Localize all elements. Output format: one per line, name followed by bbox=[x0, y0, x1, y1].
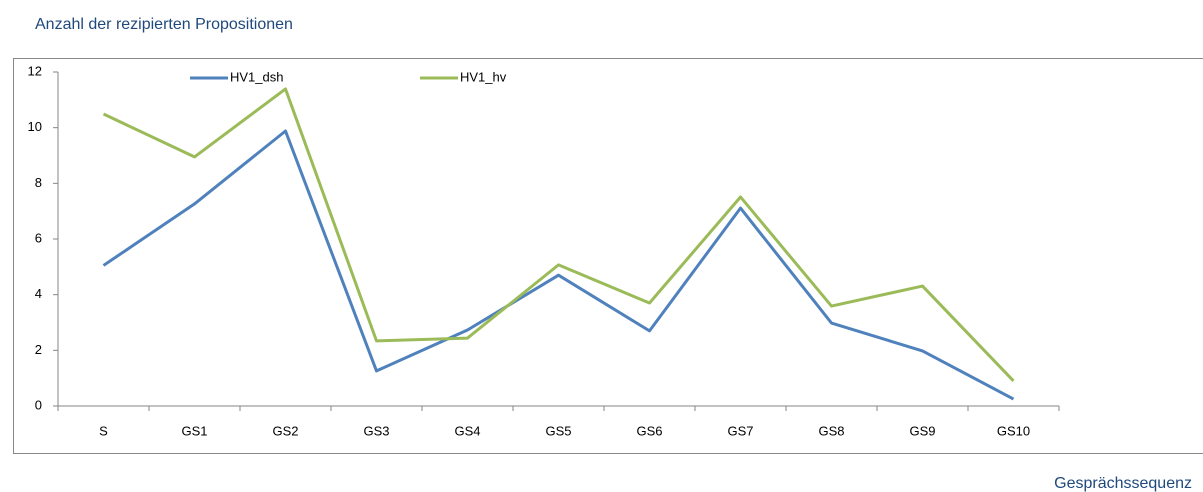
x-tick-label: GS10 bbox=[997, 423, 1030, 438]
x-tick-label: GS2 bbox=[272, 423, 298, 438]
x-tick-label: GS9 bbox=[909, 423, 935, 438]
series-line bbox=[102, 87, 1015, 382]
x-tick-label: GS5 bbox=[545, 423, 571, 438]
chart-border bbox=[13, 58, 1203, 454]
x-tick-label: S bbox=[99, 423, 108, 438]
y-tick-label: 10 bbox=[28, 119, 42, 134]
y-tick-label: 12 bbox=[28, 63, 42, 78]
x-tick-label: GS4 bbox=[454, 423, 480, 438]
x-tick-label: GS8 bbox=[818, 423, 844, 438]
x-tick-label: GS3 bbox=[363, 423, 389, 438]
y-tick-label: 2 bbox=[35, 342, 42, 357]
legend-label: HV1_dsh bbox=[230, 69, 283, 84]
x-tick-label: GS6 bbox=[636, 423, 662, 438]
x-tick-label: GS7 bbox=[727, 423, 753, 438]
y-tick-label: 4 bbox=[35, 286, 42, 301]
legend-label: HV1_hv bbox=[460, 69, 507, 84]
y-tick-label: 8 bbox=[35, 175, 42, 190]
y-tick-label: 6 bbox=[35, 230, 42, 245]
series-line bbox=[102, 129, 1015, 401]
x-axis-label: Gesprächssequenz bbox=[1054, 475, 1192, 492]
y-tick-label: 0 bbox=[35, 397, 42, 412]
chart-title: Anzahl der rezipierten Propositionen bbox=[35, 16, 293, 33]
x-tick-label: GS1 bbox=[181, 423, 207, 438]
